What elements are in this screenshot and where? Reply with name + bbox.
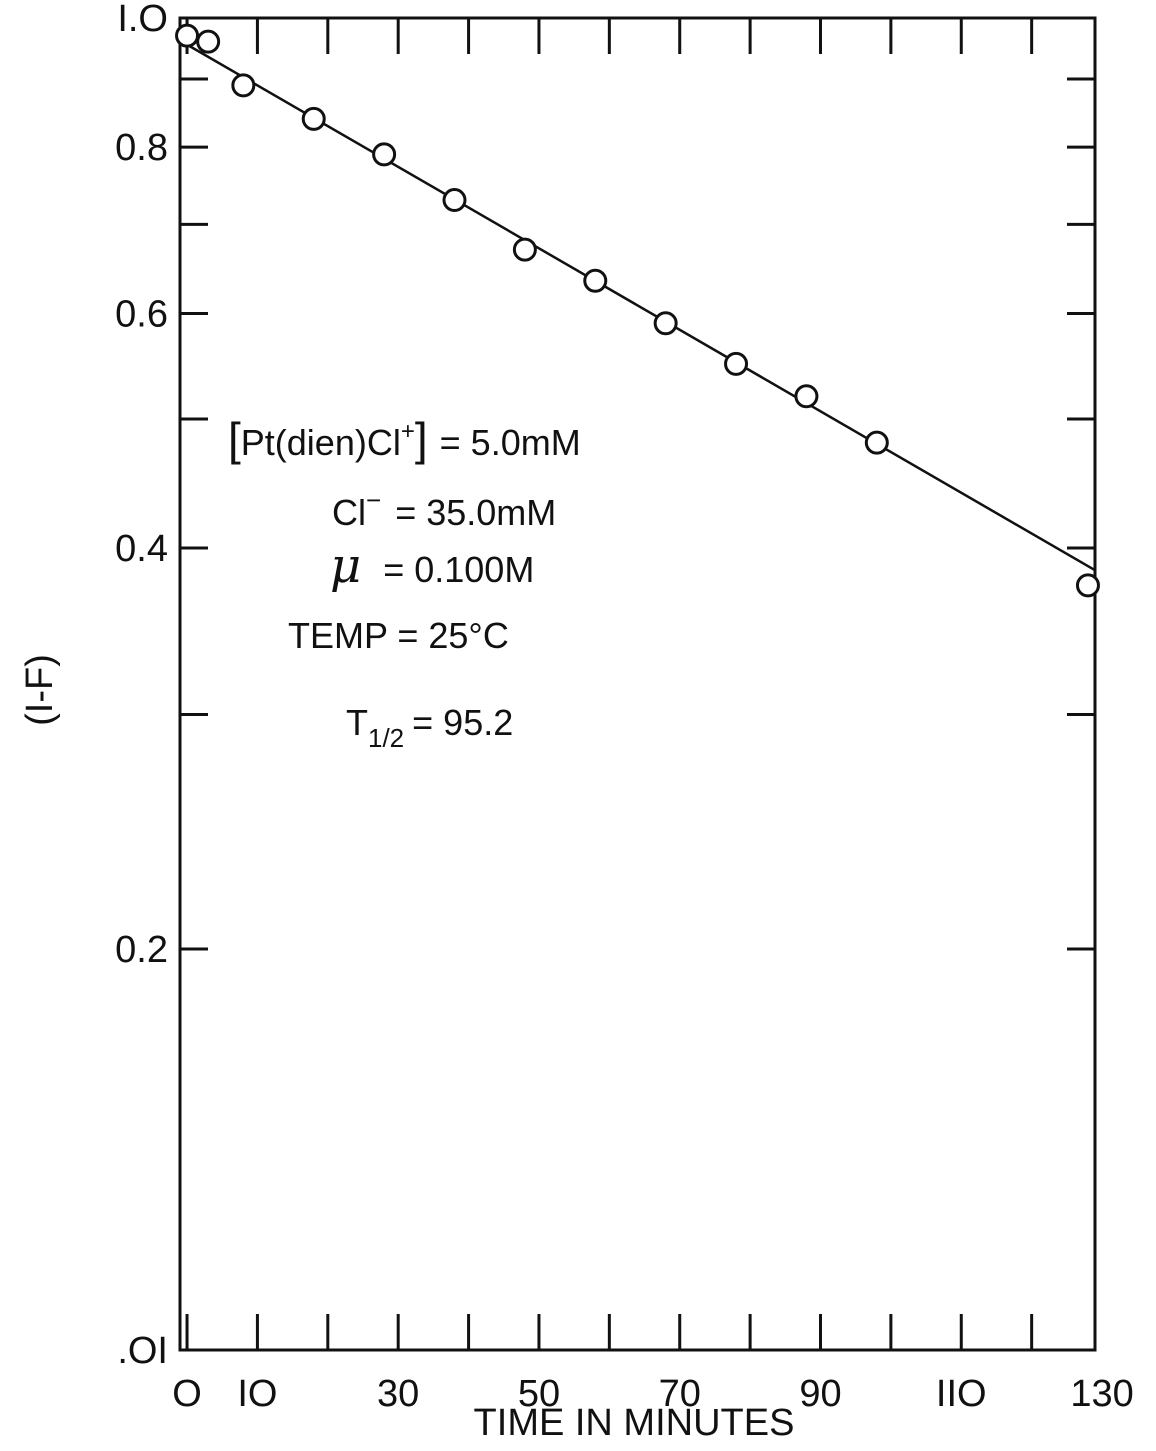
annotation-half-life: T1/2 = 95.2 bbox=[346, 702, 513, 753]
fit-line bbox=[186, 43, 1096, 572]
y-tick-label: 0.8 bbox=[115, 127, 168, 169]
x-tick-label: O bbox=[172, 1373, 202, 1415]
data-point bbox=[196, 29, 221, 54]
annotation-half-life-value: = 95.2 bbox=[412, 702, 513, 743]
annotation-ionic-strength: μ = 0.100M bbox=[330, 538, 534, 594]
y-tick-label: 0.4 bbox=[115, 528, 168, 570]
annotation-chloride-charge: − bbox=[366, 485, 381, 515]
x-tick-label: 130 bbox=[1070, 1373, 1133, 1415]
data-point bbox=[653, 311, 678, 336]
annotation-chloride: Cl− = 35.0mM bbox=[332, 485, 556, 533]
x-tick-label: 90 bbox=[799, 1373, 841, 1415]
data-point bbox=[372, 142, 397, 167]
x-tick-label: 50 bbox=[518, 1373, 560, 1415]
annotation-half-life-subscript: 1/2 bbox=[368, 723, 404, 753]
annotation-half-life-symbol: T bbox=[346, 702, 368, 743]
y-tick-label: 0.2 bbox=[115, 929, 168, 971]
annotation-concentration-value: = 5.0mM bbox=[440, 422, 581, 463]
data-point bbox=[1075, 573, 1100, 598]
y-axis-label: (I-F) bbox=[19, 654, 61, 726]
annotation-temperature: TEMP = 25°C bbox=[288, 615, 509, 656]
x-tick-label: IO bbox=[237, 1373, 277, 1415]
data-points bbox=[175, 23, 1100, 598]
data-point bbox=[231, 73, 256, 98]
x-tick-label: 70 bbox=[659, 1373, 701, 1415]
axis-tick-labels: I.O 0.8 0.6 0.4 0.2 .OIO IO 30 50 70 90 IIO 130 bbox=[115, 0, 1134, 1415]
annotation-species-charge: + bbox=[401, 418, 415, 445]
x-tick-label: 30 bbox=[377, 1373, 419, 1415]
x-tick-label: IIO bbox=[936, 1373, 987, 1415]
annotation-bracket-open: [ bbox=[228, 413, 241, 465]
annotation-chloride-value: = 35.0mM bbox=[395, 492, 556, 533]
y-tick-label: 0.6 bbox=[115, 294, 168, 336]
data-point bbox=[175, 23, 200, 48]
plot-frame bbox=[178, 16, 1097, 1352]
annotation-species: Pt(dien)Cl bbox=[241, 422, 401, 463]
x-axis-label: TIME IN MINUTES bbox=[474, 1402, 795, 1444]
data-point bbox=[301, 106, 326, 131]
annotation-chloride-symbol: Cl bbox=[332, 492, 366, 533]
mu-symbol: μ bbox=[330, 538, 361, 594]
axis-ticks bbox=[180, 16, 1095, 1352]
y-tick-label: I.O bbox=[117, 0, 168, 40]
annotation-block: [Pt(dien)Cl+] = 5.0mM Cl− = 35.0mM μ = 0.10… bbox=[228, 413, 581, 753]
data-point bbox=[794, 384, 819, 409]
y-tick-label: .OI bbox=[117, 1330, 168, 1372]
annotation-ionic-strength-value: = 0.100M bbox=[383, 549, 534, 590]
data-point bbox=[442, 188, 467, 213]
data-point bbox=[724, 351, 749, 376]
annotation-bracket-close: ] bbox=[415, 413, 428, 465]
data-point bbox=[583, 268, 608, 293]
data-point bbox=[512, 237, 537, 262]
data-point bbox=[864, 430, 889, 455]
annotation-concentration: [Pt(dien)Cl+] = 5.0mM bbox=[228, 413, 581, 465]
